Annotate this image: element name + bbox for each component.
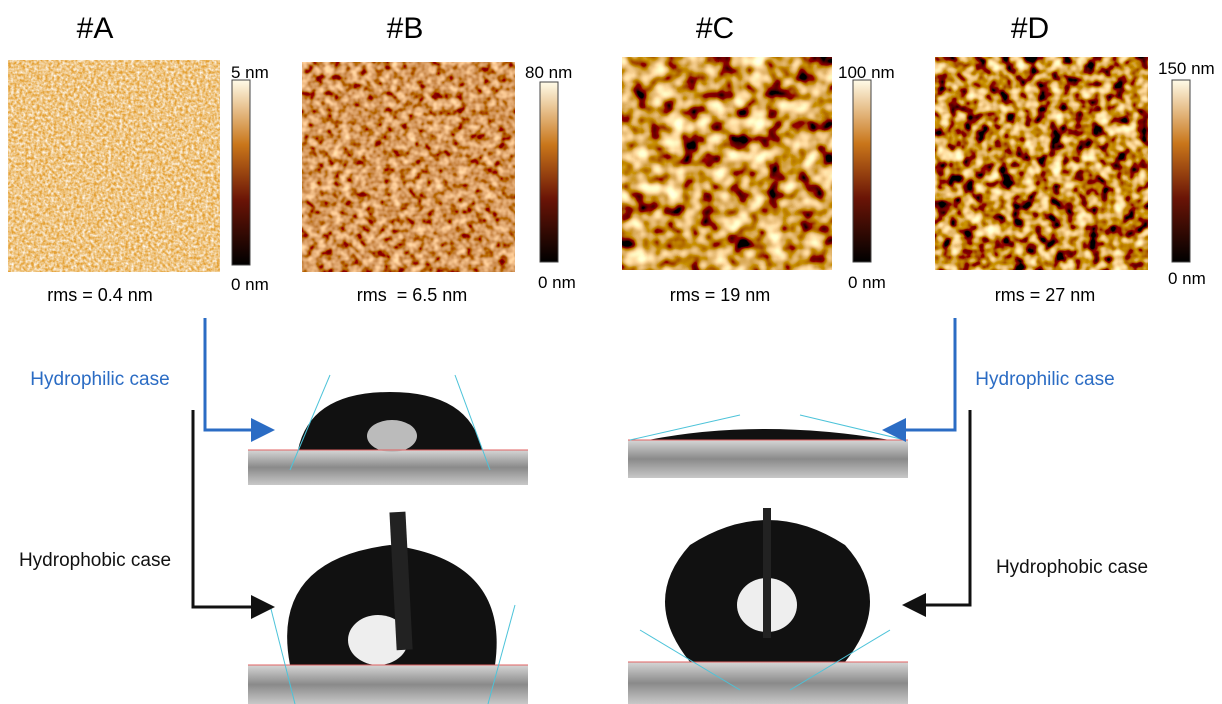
- scale-min: 0 nm: [538, 273, 576, 292]
- panel-label: #B: [387, 12, 424, 45]
- scale-max: 100 nm: [838, 63, 895, 82]
- colorbar: [1172, 80, 1190, 262]
- annotation: Hydrophobic case: [996, 557, 1148, 578]
- scale-max: 150 nm: [1158, 59, 1215, 78]
- scale-max: 5 nm: [231, 63, 269, 82]
- figure: #A #B #C #D 5 nm 0 nm 80 nm 0 nm 100 nm …: [0, 0, 1222, 704]
- afm-image: [622, 57, 832, 270]
- afm-image: [8, 60, 220, 272]
- rms-label: rms = 0.4 nm: [47, 285, 153, 305]
- scale-min: 0 nm: [848, 273, 886, 292]
- droplet-image: [628, 400, 908, 478]
- colorbar: [853, 80, 871, 262]
- droplet-image: [628, 505, 908, 704]
- droplet-image: [248, 367, 528, 485]
- annotation: Hydrophilic case: [975, 369, 1114, 390]
- scale-max: 80 nm: [525, 63, 572, 82]
- afm-image: [302, 62, 515, 272]
- panel-label: #A: [77, 12, 114, 45]
- annotation: Hydrophobic case: [19, 550, 171, 571]
- annotation: Hydrophilic case: [30, 369, 169, 390]
- rms-label: rms = 19 nm: [670, 285, 771, 305]
- droplet-image: [248, 505, 528, 704]
- rms-label: rms = 27 nm: [995, 285, 1096, 305]
- arrow: [905, 410, 970, 605]
- panel-label: #C: [696, 12, 734, 45]
- colorbar: [540, 82, 558, 262]
- panel-label: #D: [1011, 12, 1049, 45]
- scale-min: 0 nm: [1168, 269, 1206, 288]
- scale-min: 0 nm: [231, 275, 269, 294]
- colorbar: [232, 80, 250, 265]
- rms-label: rms = 6.5 nm: [357, 285, 468, 305]
- afm-image: [935, 57, 1148, 270]
